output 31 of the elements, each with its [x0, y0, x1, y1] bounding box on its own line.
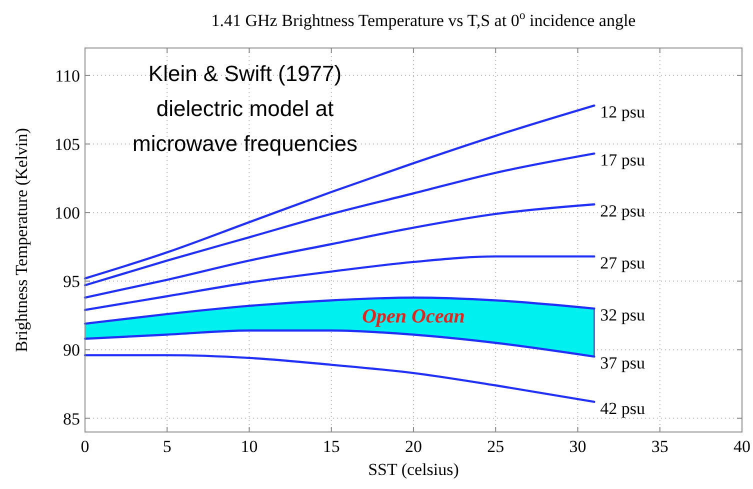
series-label: 42 psu: [600, 398, 646, 418]
x-tick-label: 30: [569, 437, 586, 456]
annotation: Klein & Swift (1977) dielectric model at microwave frequencies: [132, 61, 358, 156]
x-tick-label: 40: [734, 437, 750, 456]
y-tick-label: 100: [54, 204, 80, 223]
x-tick-label: 0: [80, 437, 90, 456]
series-label: 22 psu: [600, 201, 646, 220]
line-series: [84, 354, 596, 403]
series-label: 12 psu: [600, 102, 646, 122]
series-label: 17 psu: [600, 150, 646, 170]
x-axis-title: SST (celsius): [368, 460, 459, 479]
series-label: 27 psu: [600, 253, 646, 272]
line-series: [84, 203, 596, 299]
y-tick-label: 95: [63, 272, 80, 292]
y-tick-label: 90: [63, 340, 80, 360]
x-tick-label: 35: [651, 437, 668, 456]
series-label: 32 psu: [600, 306, 646, 325]
line-series: [84, 329, 596, 358]
x-tick-label: 20: [405, 437, 422, 456]
chart-title: 1.41 GHz Brightness Temperature vs T,S at 0$^{o}$ incidence angle: [211, 8, 636, 30]
x-tick-label: 10: [240, 437, 258, 456]
x-tick-label: 15: [322, 437, 340, 456]
y-axis-title: Brightness Temperature (Kelvin): [12, 128, 31, 352]
x-tick-label: 5: [162, 437, 172, 456]
x-tick-label: 25: [487, 437, 504, 456]
line-series: [84, 296, 596, 325]
annotation: Open Ocean: [362, 305, 465, 328]
y-tick-label: 105: [54, 135, 80, 154]
series-label: 37 psu: [600, 354, 646, 373]
y-tick-label: 110: [55, 66, 80, 86]
y-tick-label: 85: [63, 409, 80, 428]
